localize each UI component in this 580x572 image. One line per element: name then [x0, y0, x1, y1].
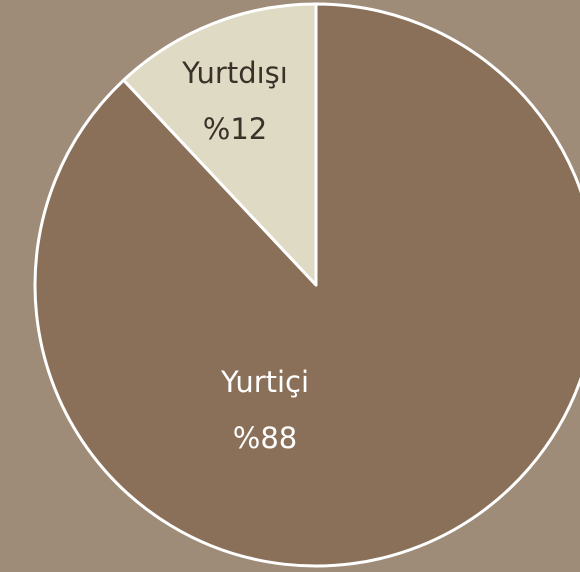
pie-slice	[122, 2, 318, 287]
slice-label: Yurtdışı	[181, 56, 288, 90]
slice-value-label: %88	[233, 421, 297, 455]
slice-value-label: %12	[203, 112, 267, 146]
pie-slice	[33, 2, 580, 568]
slice-label: Yurtiçi	[220, 365, 309, 399]
